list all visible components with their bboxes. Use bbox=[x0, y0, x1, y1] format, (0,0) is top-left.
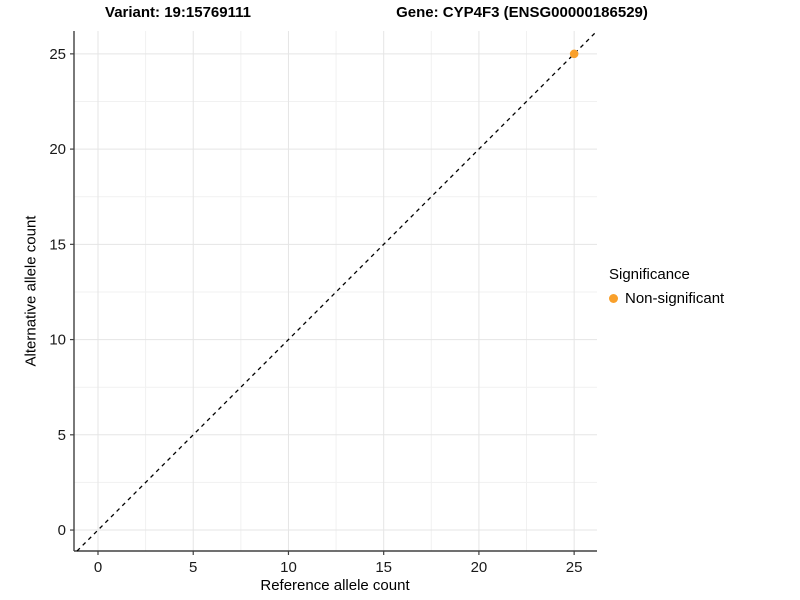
x-tick-label: 20 bbox=[471, 559, 488, 576]
y-tick-label: 10 bbox=[49, 332, 66, 349]
gene-title: Gene: CYP4F3 (ENSG00000186529) bbox=[396, 4, 648, 21]
legend-title: Significance bbox=[609, 266, 690, 283]
data-point bbox=[569, 49, 579, 59]
x-tick-label: 15 bbox=[375, 559, 392, 576]
y-tick-label: 15 bbox=[49, 236, 66, 253]
legend-point-icon bbox=[609, 294, 618, 303]
x-axis-title: Reference allele count bbox=[260, 577, 410, 594]
variant-title: Variant: 19:15769111 bbox=[105, 4, 251, 21]
y-tick-label: 5 bbox=[58, 427, 66, 444]
identity-line bbox=[76, 30, 598, 552]
legend-entry-label: Non-significant bbox=[625, 290, 725, 307]
x-tick-label: 10 bbox=[280, 559, 297, 576]
x-tick-label: 0 bbox=[94, 559, 102, 576]
y-axis-title: Alternative allele count bbox=[22, 215, 40, 367]
legend: Significance Non-significant bbox=[609, 266, 724, 307]
legend-entries: Non-significant bbox=[609, 290, 724, 307]
y-tick-label: 25 bbox=[49, 46, 66, 63]
x-tick-label: 5 bbox=[189, 559, 197, 576]
legend-entry: Non-significant bbox=[609, 290, 724, 307]
y-tick-label: 0 bbox=[58, 522, 66, 539]
x-tick-label: 25 bbox=[566, 559, 583, 576]
y-tick-label: 20 bbox=[49, 141, 66, 158]
